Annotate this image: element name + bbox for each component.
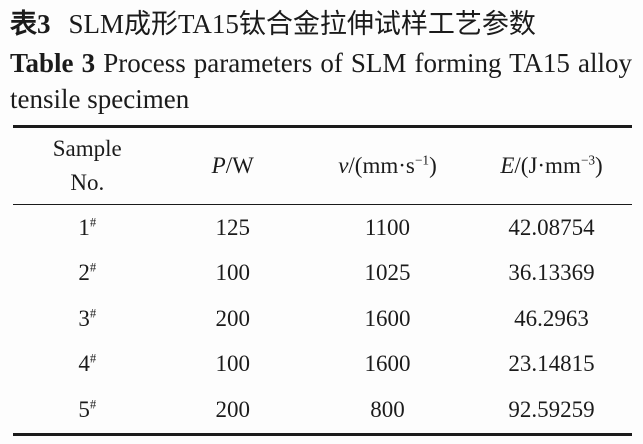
- table-caption-zh-label: 表3: [10, 9, 51, 39]
- cell-energy: 36.13369: [508, 260, 595, 286]
- col-header-laser-power: P/W: [162, 127, 304, 205]
- sample-number-hash: #: [89, 397, 97, 412]
- sample-number-hash: #: [89, 306, 97, 321]
- speed-symbol: v: [338, 153, 349, 178]
- col-header-sample-line1: Sample: [52, 136, 122, 161]
- table-caption-zh-text: SLM成形TA15钛合金拉伸试样工艺参数: [68, 9, 536, 39]
- cell-energy: 42.08754: [508, 214, 595, 240]
- cell-sample-no: 2#: [13, 251, 162, 297]
- col-header-energy-density: E/(J·mm−3): [471, 127, 632, 205]
- energy-symbol: E: [500, 153, 515, 178]
- cell-sample-no: 1#: [13, 205, 162, 251]
- cell-speed: 1600: [364, 351, 411, 377]
- cell-energy: 46.2963: [514, 305, 589, 331]
- sample-number: 3: [78, 305, 90, 331]
- table-caption-english-line2: tensile specimen: [10, 84, 190, 114]
- cell-power: 100: [215, 260, 250, 286]
- process-parameters-table: Sample No. P/W v/(mm·s−1) E/(J·mm−3) 1# …: [13, 125, 632, 436]
- cell-power: 125: [215, 214, 250, 240]
- table-row: 2# 100 1025 36.13369: [13, 251, 632, 297]
- col-header-sample-line2: No.: [70, 170, 105, 195]
- sample-number: 1: [78, 214, 90, 240]
- cell-sample-no: 4#: [13, 342, 162, 388]
- cell-speed: 1100: [364, 214, 411, 240]
- power-symbol: P: [211, 153, 226, 178]
- cell-power: 200: [215, 305, 250, 331]
- sample-number-hash: #: [89, 260, 97, 275]
- cell-energy: 23.14815: [508, 351, 595, 377]
- sample-number: 4: [78, 351, 90, 377]
- table-caption-en-text: Process parameters of SLM forming TA15 a…: [103, 48, 632, 78]
- table-caption-english-line1: Table 3 Process parameters of SLM formin…: [10, 47, 632, 79]
- energy-unit-pre: /(J·mm: [514, 153, 581, 178]
- speed-unit-post: ): [429, 153, 437, 178]
- cell-sample-no: 5#: [13, 387, 162, 434]
- table-row: 4# 100 1600 23.14815: [13, 342, 632, 388]
- col-header-sample-no: Sample No.: [13, 127, 162, 205]
- table-body: 1# 125 1100 42.08754 2# 100 1025 36.1336…: [13, 205, 632, 435]
- table-row: 5# 200 800 92.59259: [13, 387, 632, 434]
- table-caption-chinese: 表3 SLM成形TA15钛合金拉伸试样工艺参数: [10, 8, 633, 40]
- table-header: Sample No. P/W v/(mm·s−1) E/(J·mm−3): [13, 127, 632, 205]
- speed-unit-pre: /(mm·s: [348, 153, 415, 178]
- cell-sample-no: 3#: [13, 296, 162, 342]
- sample-number-hash: #: [89, 215, 97, 230]
- sample-number: 2: [78, 260, 90, 286]
- cell-speed: 1025: [364, 260, 411, 286]
- power-unit: /W: [225, 153, 254, 178]
- cell-speed: 800: [370, 396, 405, 422]
- table-row: 3# 200 1600 46.2963: [13, 296, 632, 342]
- table-row: 1# 125 1100 42.08754: [13, 205, 632, 251]
- sample-number-hash: #: [89, 351, 97, 366]
- sample-number: 5: [78, 396, 90, 422]
- table-header-row: Sample No. P/W v/(mm·s−1) E/(J·mm−3): [13, 127, 632, 205]
- cell-power: 100: [215, 351, 250, 377]
- col-header-scan-speed: v/(mm·s−1): [304, 127, 471, 205]
- cell-energy: 92.59259: [508, 396, 595, 422]
- energy-unit-exponent: −3: [580, 152, 596, 168]
- energy-unit-post: ): [595, 153, 603, 178]
- cell-power: 200: [215, 396, 250, 422]
- table-caption-en-label: Table 3: [10, 48, 96, 78]
- cell-speed: 1600: [364, 305, 411, 331]
- speed-unit-exponent: −1: [414, 152, 430, 168]
